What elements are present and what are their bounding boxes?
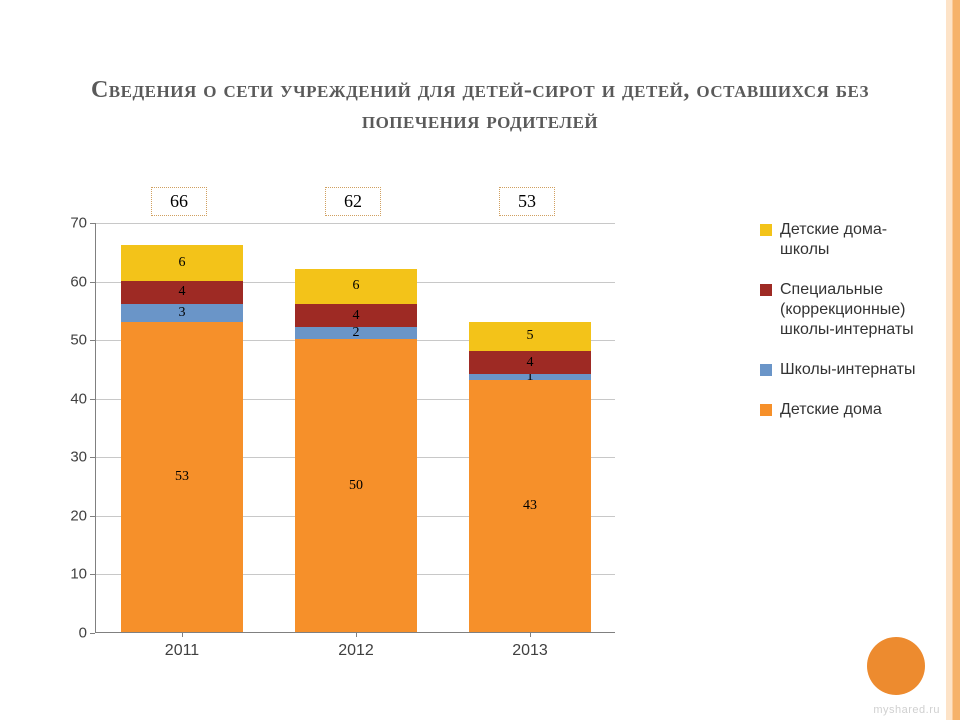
y-axis-tick	[90, 340, 95, 341]
y-axis-tick	[90, 633, 95, 634]
legend-label: Детские дома	[780, 400, 882, 420]
y-axis-label: 30	[55, 449, 87, 466]
bar-value-label: 50	[349, 478, 363, 494]
legend-swatch-icon	[760, 224, 772, 236]
bar-value-label: 3	[179, 305, 186, 321]
chart-plot-area: 533462011502462012431452013	[95, 223, 615, 633]
bar-segment: 50	[295, 339, 417, 632]
bar-segment: 1	[469, 374, 591, 380]
bar-segment: 53	[121, 322, 243, 632]
bar-segment: 2	[295, 327, 417, 339]
legend-item: Детские дома-школы	[760, 220, 930, 260]
bar-segment: 43	[469, 380, 591, 632]
bar-segment: 3	[121, 304, 243, 322]
y-axis-tick	[90, 399, 95, 400]
x-axis-label: 2013	[469, 642, 591, 660]
y-axis-label: 20	[55, 507, 87, 524]
y-axis-label: 10	[55, 566, 87, 583]
bar-segment: 4	[295, 304, 417, 327]
bar-value-label: 53	[175, 469, 189, 485]
legend-item: Специальные (коррекционные) школы-интерн…	[760, 280, 930, 340]
bar-value-label: 43	[523, 498, 537, 514]
y-axis-label: 0	[55, 625, 87, 642]
x-axis-tick	[356, 632, 357, 637]
y-axis-tick	[90, 282, 95, 283]
bar-segment: 6	[295, 269, 417, 304]
total-value-box: 66	[151, 187, 207, 216]
bar-group: 431452013	[469, 223, 591, 632]
side-accent-stripe	[946, 0, 960, 720]
bar-value-label: 4	[353, 308, 360, 324]
x-axis-tick	[530, 632, 531, 637]
y-axis-label: 60	[55, 273, 87, 290]
bar-value-label: 6	[353, 278, 360, 294]
legend-label: Детские дома-школы	[780, 220, 930, 260]
legend-swatch-icon	[760, 364, 772, 376]
legend-item: Школы-интернаты	[760, 360, 930, 380]
bar-group: 533462011	[121, 223, 243, 632]
bar-segment: 5	[469, 322, 591, 351]
y-axis-label: 50	[55, 332, 87, 349]
legend-label: Школы-интернаты	[780, 360, 915, 380]
y-axis-tick	[90, 223, 95, 224]
bar-segment: 4	[121, 281, 243, 304]
bar-value-label: 4	[527, 355, 534, 371]
y-axis-label: 70	[55, 215, 87, 232]
x-axis-tick	[182, 632, 183, 637]
legend-swatch-icon	[760, 284, 772, 296]
chart-container: 533462011502462012431452013 010203040506…	[55, 175, 755, 665]
chart-legend: Детские дома-школы Специальные (коррекцио…	[760, 220, 930, 440]
bar-value-label: 2	[353, 325, 360, 341]
bar-segment: 4	[469, 351, 591, 374]
bar-value-label: 5	[527, 328, 534, 344]
legend-item: Детские дома	[760, 400, 930, 420]
watermark-text: myshared.ru	[873, 704, 940, 716]
bar-value-label: 6	[179, 255, 186, 271]
y-axis-tick	[90, 574, 95, 575]
bar-value-label: 4	[179, 284, 186, 300]
accent-circle-icon	[867, 637, 925, 695]
y-axis-label: 40	[55, 390, 87, 407]
bar-group: 502462012	[295, 223, 417, 632]
x-axis-label: 2012	[295, 642, 417, 660]
legend-label: Специальные (коррекционные) школы-интерн…	[780, 280, 930, 340]
legend-swatch-icon	[760, 404, 772, 416]
total-value-box: 62	[325, 187, 381, 216]
y-axis-tick	[90, 516, 95, 517]
page-title: Сведения о сети учреждений для детей-сир…	[60, 75, 900, 137]
x-axis-label: 2011	[121, 642, 243, 660]
total-value-box: 53	[499, 187, 555, 216]
bar-segment: 6	[121, 245, 243, 280]
y-axis-tick	[90, 457, 95, 458]
